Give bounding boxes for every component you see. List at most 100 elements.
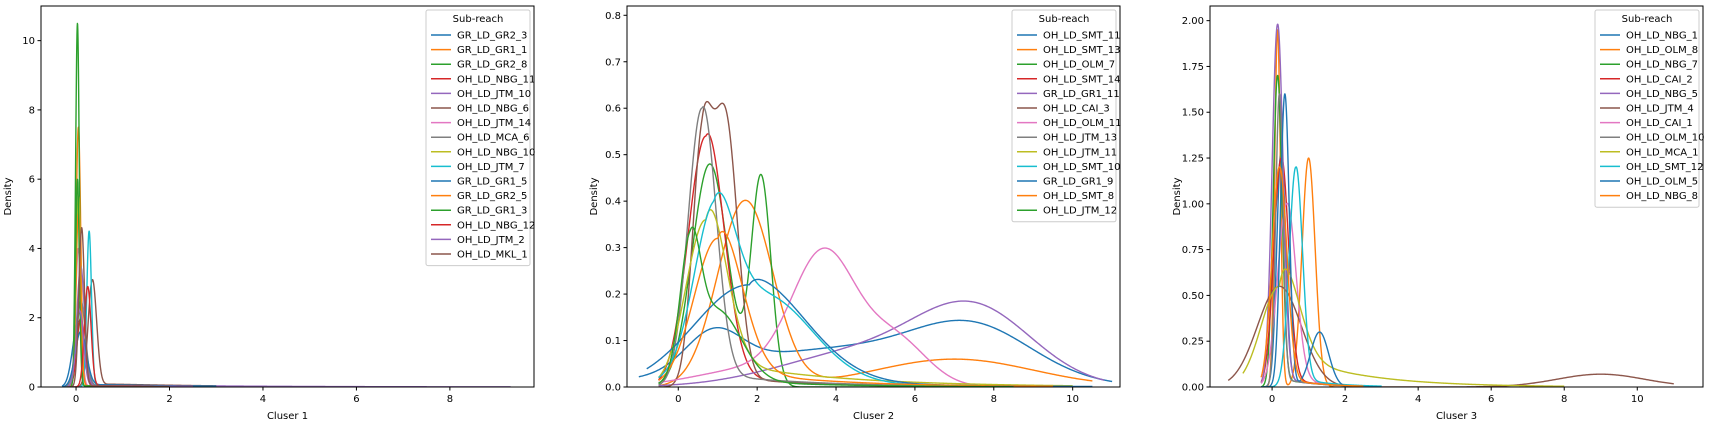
series-line-oh-ld-olm-5 <box>1260 93 1383 387</box>
x-tick-label: 10 <box>1631 394 1644 405</box>
y-tick-label: 10 <box>22 36 35 47</box>
plot-frame <box>1209 5 1704 388</box>
legend-entry: GR_LD_GR1_11 <box>1043 89 1120 100</box>
legend: Sub-reach OH_LD_SMT_11 OH_LD_SMT_13 OH_LD_O… <box>1011 9 1121 223</box>
legend-entry: OH_LD_NBG_12 <box>457 220 535 231</box>
legend-entry: OH_LD_CAI_2 <box>1626 74 1693 85</box>
legend-entry: OH_LD_JTM_4 <box>1626 104 1694 115</box>
series-line-oh-ld-jtm-13 <box>658 106 1034 387</box>
chart-panel-2: 0 2 4 6 8 10 0.0 0.1 0.2 0.3 0.4 0.5 0.6 0.7 0.8 Cluser… <box>589 5 1121 422</box>
legend-entry: OH_LD_NBG_6 <box>457 104 529 115</box>
legend-entry: OH_LD_OLM_11 <box>1043 118 1121 129</box>
series-group <box>61 22 511 387</box>
legend-entry: OH_LD_SMT_8 <box>1043 191 1114 202</box>
series-line-oh-ld-smt-10 <box>658 191 1073 387</box>
y-tick-label: 8 <box>29 105 35 116</box>
legend-entry: GR_LD_GR1_5 <box>457 177 527 188</box>
y-tick-label: 0.3 <box>605 243 621 254</box>
legend-entry: OH_LD_JTM_7 <box>457 162 525 173</box>
legend-entry: OH_LD_NBG_11 <box>457 74 535 85</box>
legend-entry: OH_LD_MCA_1 <box>1626 147 1698 158</box>
legend-entry: OH_LD_JTM_10 <box>457 89 531 100</box>
legend-entry: OH_LD_CAI_3 <box>1043 104 1110 115</box>
legend-entry: OH_LD_JTM_13 <box>1043 133 1117 144</box>
legend-entry: GR_LD_GR1_1 <box>457 45 527 56</box>
y-tick-label: 0.1 <box>605 336 621 347</box>
legend-box <box>1594 9 1700 208</box>
legend-entry: OH_LD_NBG_5 <box>1626 89 1698 100</box>
x-axis-label: Cluser 2 <box>853 411 894 422</box>
legend: Sub-reach GR_LD_GR2_3 GR_LD_GR1_1 GR_LD_GR2… <box>425 9 535 267</box>
x-tick-label: 8 <box>991 394 997 405</box>
legend-entry: GR_LD_GR2_8 <box>457 60 527 71</box>
series-line-oh-ld-smt-13 <box>658 199 1093 387</box>
plot-frame <box>626 5 1121 388</box>
series-line-oh-ld-mca-1 <box>1242 268 1565 387</box>
x-axis-label: Cluser 3 <box>1436 411 1477 422</box>
y-tick-label: 2.00 <box>1182 16 1204 27</box>
x-tick-label: 0 <box>675 394 681 405</box>
y-tick-label: 0.6 <box>605 104 621 115</box>
legend-entry: OH_LD_SMT_14 <box>1043 74 1120 85</box>
x-tick-label: 0 <box>73 394 79 405</box>
y-tick-label: 1.75 <box>1182 62 1204 73</box>
x-tick-label: 6 <box>353 394 359 405</box>
legend-title: Sub-reach <box>453 14 504 25</box>
x-tick-label: 4 <box>833 394 839 405</box>
legend-entry: OH_LD_CAI_1 <box>1626 118 1693 129</box>
x-tick-label: 0 <box>1269 394 1275 405</box>
legend-entry: OH_LD_JTM_2 <box>457 235 525 246</box>
legend-entry: OH_LD_JTM_11 <box>1043 147 1117 158</box>
legend-entry: OH_LD_MCA_6 <box>457 133 529 144</box>
x-tick-label: 6 <box>1488 394 1494 405</box>
series-line-oh-ld-nbg-8 <box>1260 166 1364 387</box>
series-line-oh-ld-jtm-10 <box>62 265 511 387</box>
series-line-oh-ld-smt-11 <box>638 319 1113 383</box>
legend-entry: OH_LD_OLM_8 <box>1626 45 1698 56</box>
legend-entry: OH_LD_OLM_5 <box>1626 177 1698 188</box>
y-tick-label: 1.25 <box>1182 154 1204 165</box>
legend-entry: OH_LD_NBG_1 <box>1626 31 1698 42</box>
legend-entry: GR_LD_GR1_9 <box>1043 177 1113 188</box>
plot-frame <box>40 5 535 388</box>
legend-entry: OH_LD_SMT_11 <box>1043 31 1120 42</box>
legend-entry: OH_LD_JTM_14 <box>457 118 531 129</box>
x-tick-label: 6 <box>912 394 918 405</box>
series-group <box>638 100 1113 387</box>
chart-panel-1: 0 2 4 6 8 0 2 4 6 8 10 Cluser 1 Density Sub-reach GR_L… <box>3 5 535 422</box>
y-tick-label: 0.50 <box>1182 291 1204 302</box>
legend-entry: OH_LD_OLM_7 <box>1043 60 1115 71</box>
legend-entry: OH_LD_OLM_10 <box>1626 133 1704 144</box>
legend-entry: GR_LD_GR2_5 <box>457 191 527 202</box>
series-line-oh-ld-olm-11 <box>658 247 1053 387</box>
x-tick-label: 8 <box>447 394 453 405</box>
y-axis-label: Density <box>1172 177 1183 215</box>
series-line-oh-ld-mkl-1 <box>66 226 170 387</box>
legend-entry: OH_LD_MKL_1 <box>457 250 528 261</box>
y-tick-label: 1.50 <box>1182 108 1204 119</box>
legend-title: Sub-reach <box>1039 14 1090 25</box>
x-tick-label: 2 <box>1342 394 1348 405</box>
x-tick-label: 4 <box>1415 394 1421 405</box>
y-tick-label: 0.2 <box>605 290 621 301</box>
y-tick-label: 1.00 <box>1182 199 1204 210</box>
x-tick-label: 10 <box>1066 394 1079 405</box>
series-line-gr-ld-gr1-11 <box>658 300 1105 387</box>
legend-entry: GR_LD_GR1_3 <box>457 206 527 217</box>
x-axis-label: Cluser 1 <box>267 411 308 422</box>
series-line-oh-ld-cai-1 <box>1260 202 1364 387</box>
y-tick-label: 0.7 <box>605 57 621 68</box>
y-tick-label: 0.75 <box>1182 245 1204 256</box>
x-tick-label: 4 <box>260 394 266 405</box>
legend-entry: OH_LD_NBG_7 <box>1626 60 1698 71</box>
legend-entry: GR_LD_GR2_3 <box>457 31 527 42</box>
series-line-oh-ld-jtm-11 <box>658 209 1073 387</box>
legend-entry: OH_LD_JTM_12 <box>1043 206 1117 217</box>
y-tick-label: 4 <box>29 244 35 255</box>
legend-entry: OH_LD_SMT_12 <box>1626 162 1703 173</box>
x-tick-label: 8 <box>1561 394 1567 405</box>
chart-panel-3: 0 2 4 6 8 10 0.00 0.25 0.50 0.75 1.00 1.25 1.50 1.75 2… <box>1172 5 1704 422</box>
series-line-oh-ld-jtm-12 <box>658 226 1014 387</box>
x-tick-label: 2 <box>166 394 172 405</box>
legend-box <box>1011 9 1117 223</box>
